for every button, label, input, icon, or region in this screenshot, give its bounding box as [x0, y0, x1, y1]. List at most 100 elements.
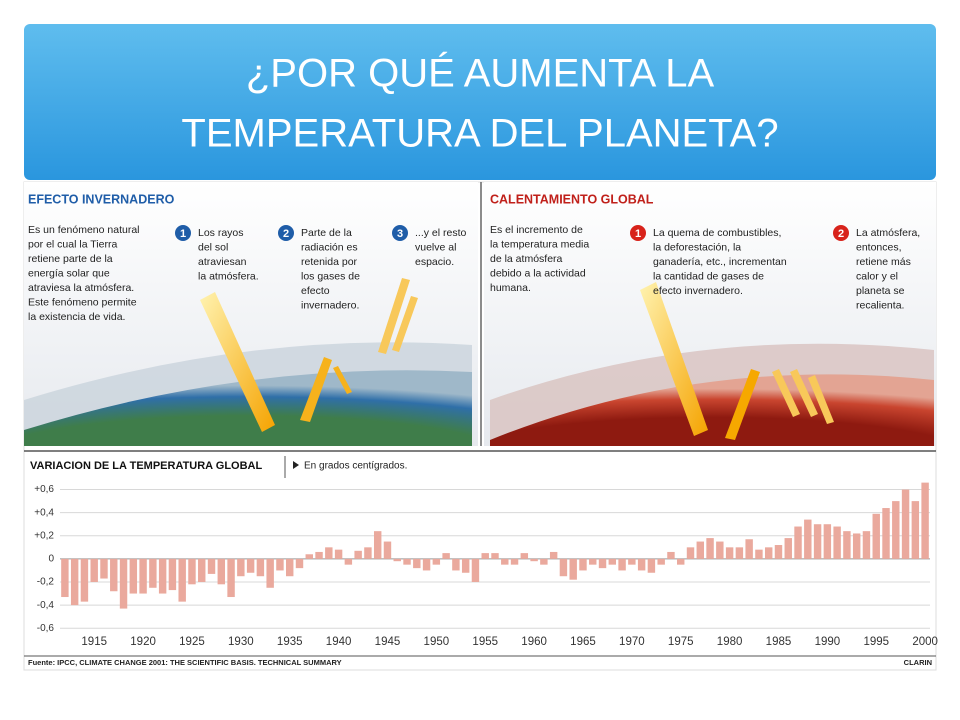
subtitle-marker: [293, 461, 299, 469]
bar: [598, 558, 607, 569]
x-tick-label: 1915: [81, 636, 107, 648]
bar: [589, 558, 597, 565]
bar: [237, 558, 245, 577]
x-tick-label: 1970: [619, 636, 645, 648]
reflected-ray: [725, 369, 760, 440]
bar: [540, 558, 548, 565]
bar: [628, 558, 636, 565]
step-text: invernadero.: [301, 299, 359, 311]
y-tick-label: -0,2: [37, 577, 55, 588]
step-badge: [278, 225, 294, 241]
bar: [393, 558, 401, 562]
bar: [471, 558, 480, 582]
step-text: los gases de: [301, 270, 360, 282]
bar: [921, 482, 929, 559]
step-number: 3: [397, 228, 403, 240]
x-tick-label: 1985: [766, 636, 792, 648]
bar: [882, 508, 890, 559]
intro-text: Es un fenómeno natural: [28, 224, 140, 236]
step-text: entonces,: [856, 241, 902, 253]
step-text: ganadería, etc., incrementan: [653, 256, 787, 268]
bar: [119, 558, 128, 609]
intro-text: atraviesa la atmósfera.: [28, 282, 134, 294]
step-badge: [175, 225, 191, 241]
x-tick-label: 1950: [424, 636, 450, 648]
bar: [129, 558, 138, 594]
bar: [246, 558, 255, 573]
intro-text: la existencia de vida.: [28, 311, 125, 323]
bar: [266, 558, 274, 588]
bar: [852, 533, 861, 559]
step-text: retenida por: [301, 256, 358, 268]
bar: [452, 558, 460, 571]
bar: [413, 558, 421, 569]
trapped-ray: [333, 366, 352, 394]
y-tick-label: +0,2: [34, 530, 54, 541]
earth: [490, 374, 934, 446]
bar: [188, 558, 196, 585]
x-tick-label: 1935: [277, 636, 303, 648]
x-tick-label: 2000: [912, 636, 938, 648]
escaping-ray: [392, 296, 418, 352]
step-text: retiene más: [856, 256, 911, 268]
step-number: 2: [283, 228, 289, 240]
bar: [383, 541, 392, 559]
bar: [422, 558, 431, 571]
bar: [70, 558, 79, 606]
trapped-ray: [808, 375, 834, 424]
step-text: vuelve al: [415, 241, 456, 253]
bar: [608, 558, 617, 565]
bar: [295, 558, 304, 569]
x-tick-label: 1925: [179, 636, 205, 648]
bar: [804, 519, 812, 559]
reflected-ray: [300, 357, 332, 422]
step-number: 2: [838, 228, 844, 240]
bar: [442, 553, 450, 559]
step-number: 1: [180, 228, 186, 240]
bar: [716, 541, 724, 559]
bar: [735, 547, 744, 559]
chart-subtitle: En grados centígrados.: [304, 461, 407, 472]
bar: [198, 558, 206, 582]
bar: [461, 558, 470, 573]
step-text: Parte de la: [301, 227, 352, 239]
bar: [217, 558, 226, 585]
bar: [158, 558, 167, 594]
x-tick-label: 1980: [717, 636, 743, 648]
step-text: espacio.: [415, 256, 454, 268]
step-text: La atmósfera,: [856, 227, 920, 239]
step-text: la atmósfera.: [198, 270, 259, 282]
y-tick-label: +0,4: [34, 507, 54, 518]
intro-text: la temperatura media: [490, 238, 589, 250]
bar: [784, 538, 792, 559]
chart-title: VARIACION DE LA TEMPERATURA GLOBAL: [30, 460, 262, 472]
bar: [755, 549, 763, 559]
intro-text: humana.: [490, 282, 531, 294]
bar: [657, 558, 665, 565]
bar: [110, 558, 118, 592]
step-text: la deforestación, la: [653, 241, 741, 253]
intro-text: Este fenómeno permite: [28, 296, 137, 308]
bar: [833, 526, 841, 559]
bar: [530, 558, 538, 562]
step-text: radiación es: [301, 241, 358, 253]
x-tick-label: 1920: [130, 636, 156, 648]
bar: [677, 558, 685, 565]
bar: [403, 558, 411, 565]
bar: [325, 547, 333, 559]
x-tick-label: 1995: [863, 636, 889, 648]
bar: [911, 501, 920, 559]
bar: [61, 558, 69, 598]
bar: [686, 547, 695, 559]
bar: [872, 513, 880, 559]
bar: [510, 558, 519, 565]
bar: [725, 547, 734, 559]
bar: [80, 558, 89, 602]
y-tick-label: +0,6: [34, 484, 54, 495]
bar: [168, 558, 177, 591]
step-text: ...y el resto: [415, 227, 467, 239]
bar: [491, 553, 499, 559]
x-tick-label: 1990: [815, 636, 841, 648]
step-number: 1: [635, 228, 641, 240]
